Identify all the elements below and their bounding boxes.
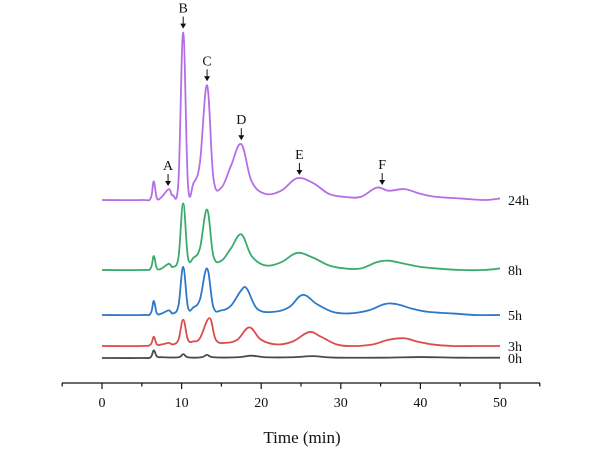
peak-annotation-D: D [236,113,246,141]
series-lines [101,31,501,359]
series-line-0h [101,349,501,359]
series-label-5h: 5h [508,309,522,324]
series-line-5h [101,266,501,317]
peak-label: B [179,2,188,17]
series-line-3h [101,317,500,348]
peak-label: D [236,113,246,128]
series-label-3h: 3h [508,340,522,355]
peak-annotations: A B C D E F [163,2,386,187]
peak-arrow-head [238,135,245,141]
x-tick-label: 50 [493,396,507,411]
peak-arrow-head [165,181,172,187]
series-line-8h [101,202,501,272]
peak-arrow-head [379,180,386,186]
series-label-24h: 24h [508,194,529,209]
peak-arrow-head [180,23,187,29]
peak-annotation-F: F [378,158,386,186]
series-label-0h: 0h [508,352,522,367]
x-tick-label: 20 [254,396,268,411]
x-axis-ticks: 0 10 20 30 40 50 [61,383,541,411]
x-tick-label: 40 [413,396,427,411]
peak-arrow-head [204,76,211,82]
peak-annotation-A: A [163,159,174,187]
peak-label: A [163,159,174,174]
series-label-8h: 8h [508,264,522,279]
x-axis-label: Time (min) [263,428,340,447]
peak-annotation-C: C [202,54,212,82]
peak-label: E [295,148,304,163]
peak-label: C [202,54,211,69]
x-tick-label: 10 [175,396,189,411]
peak-label: F [378,158,386,173]
peak-arrow-head [296,169,303,175]
x-tick-label: 30 [334,396,348,411]
x-tick-label: 0 [99,396,106,411]
peak-annotation-B: B [179,2,188,29]
series-line-24h [101,31,501,202]
peak-annotation-E: E [295,148,304,175]
